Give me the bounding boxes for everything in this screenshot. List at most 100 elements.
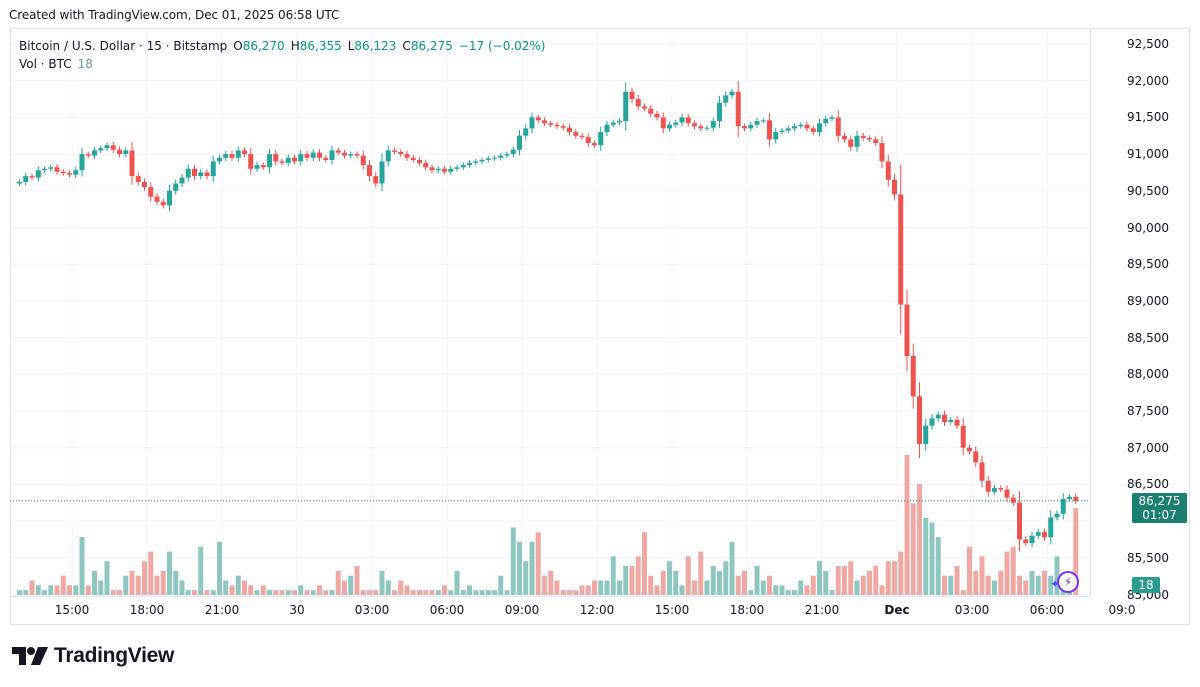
volume-bar (279, 590, 285, 595)
volume-bar (229, 585, 235, 595)
high-value: 86,355 (299, 39, 342, 53)
time-tick-label: 30 (289, 603, 305, 617)
candle (873, 136, 879, 147)
candle (404, 150, 410, 161)
candle (854, 130, 860, 152)
high-label: H (290, 39, 300, 53)
volume-bar (1054, 556, 1060, 595)
volume-bar (910, 503, 916, 595)
candle (1060, 493, 1066, 520)
volume-badge: 18 (1132, 577, 1160, 593)
volume-bar (604, 580, 610, 595)
candle (23, 172, 29, 186)
volume-bar (717, 570, 722, 595)
volume-bar (860, 575, 866, 595)
candle (73, 166, 79, 178)
candle (804, 121, 810, 132)
volume-bar (667, 561, 672, 595)
time-axis[interactable]: 15:00 18:00 21:00 30 03:00 06:00 09:00 12:00 15:… (10, 596, 1135, 625)
volume-bar (585, 585, 591, 595)
candle (1048, 510, 1054, 545)
candle (835, 110, 841, 143)
candle (160, 198, 166, 209)
candle (885, 154, 891, 187)
price-axis[interactable]: 92,500 92,000 91,500 91,000 90,500 90,000 89,5… (1090, 28, 1190, 602)
candle (42, 166, 47, 173)
candle (948, 417, 954, 425)
symbol-title[interactable]: Bitcoin / U.S. Dollar · 15 · Bitstamp (19, 39, 228, 53)
time-tick-label: 18:00 (129, 603, 165, 617)
time-tick-label: 03:00 (354, 603, 390, 617)
volume-bar (573, 590, 579, 595)
volume-bar (848, 561, 854, 595)
volume-bar (135, 575, 141, 595)
price-tick-label: 87,500 (1127, 404, 1169, 418)
candle (892, 173, 897, 201)
candle (1004, 485, 1010, 502)
volume-bar (942, 575, 947, 595)
price-tick-label: 92,000 (1127, 73, 1169, 88)
candle (60, 169, 66, 176)
candle (129, 141, 135, 185)
candle (860, 132, 866, 141)
volume-bar (885, 561, 891, 595)
candle (798, 122, 804, 129)
volume-bar (542, 575, 547, 595)
candle (910, 343, 916, 409)
volume-bar (273, 590, 279, 595)
candle (298, 150, 304, 166)
volume-row: Vol · BTC 18 (19, 55, 546, 73)
candle (842, 132, 847, 143)
candle (198, 169, 204, 180)
volume-bar (635, 556, 641, 595)
candle (67, 170, 72, 178)
volume-bar (367, 590, 372, 595)
volume-bar (323, 590, 329, 595)
candle (517, 130, 522, 156)
time-tick-label: 15:00 (654, 603, 690, 617)
candle (754, 117, 760, 128)
volume-bar (798, 580, 804, 595)
volume-bar (1042, 570, 1047, 595)
tradingview-logo[interactable]: TradingView (12, 644, 174, 668)
volume-bar (1010, 546, 1016, 595)
candlestick-chart[interactable] (10, 28, 1090, 596)
candle (479, 157, 485, 165)
candle (360, 150, 366, 170)
candle (710, 117, 716, 132)
candle (973, 446, 979, 468)
volume-bar (85, 585, 91, 595)
volume-bar (498, 575, 504, 595)
chart-pane[interactable] (10, 28, 1090, 596)
candle (529, 112, 535, 134)
candle (367, 160, 372, 182)
time-tick-label: 06:00 (1029, 603, 1065, 617)
time-tick-label: 21:00 (804, 603, 840, 617)
candle (723, 91, 729, 107)
candle (729, 88, 735, 99)
volume-bar (829, 590, 835, 595)
candle (167, 184, 172, 212)
volume-bar (960, 590, 966, 595)
candle (648, 105, 654, 118)
volume-bar (179, 580, 185, 595)
volume-bar (329, 590, 335, 595)
volume-label[interactable]: Vol · BTC (19, 57, 72, 71)
volume-bar (142, 561, 147, 595)
volume-bar (904, 455, 910, 595)
candle (235, 146, 241, 162)
volume-bar (54, 585, 60, 595)
candle (473, 158, 479, 166)
candle (317, 149, 322, 162)
candle (510, 146, 516, 158)
candle (704, 125, 710, 131)
volume-bar (629, 566, 635, 595)
lightning-assistant-button[interactable]: ⚡ (1057, 571, 1079, 593)
logo-text: TradingView (54, 644, 175, 667)
price-tick-label: 88,000 (1127, 367, 1169, 382)
candle (460, 162, 466, 171)
candle (785, 125, 791, 134)
volume-bar (692, 580, 697, 595)
volume-bar (404, 585, 410, 595)
